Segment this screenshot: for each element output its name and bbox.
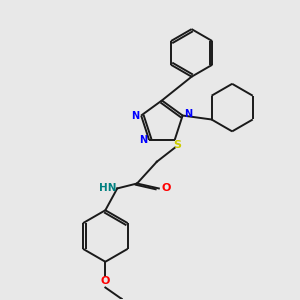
Text: N: N [184,109,193,118]
Text: N: N [139,135,147,145]
Text: S: S [174,140,182,150]
Text: HN: HN [99,183,116,194]
Text: N: N [131,110,139,121]
Text: O: O [101,276,110,286]
Text: O: O [161,183,170,194]
